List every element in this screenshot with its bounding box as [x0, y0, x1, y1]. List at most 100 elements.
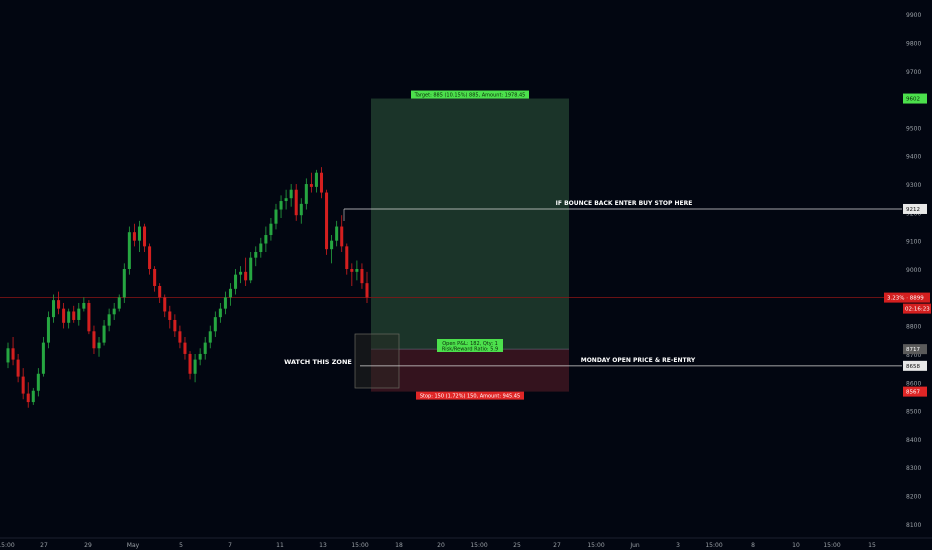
position-rr: Risk/Reward Ratio: 5.9 — [442, 347, 498, 353]
candle-body — [284, 198, 288, 202]
y-tick-label: 9000 — [906, 267, 921, 274]
candle-body — [41, 342, 45, 374]
candle-body — [178, 331, 182, 343]
candle-body — [294, 189, 298, 216]
candle-body — [340, 226, 344, 247]
stop-label-bg — [416, 391, 524, 400]
candle-body — [239, 271, 243, 275]
candle-body — [183, 342, 187, 354]
stop-price-tag-bg — [903, 386, 927, 397]
y-tick-label: 8500 — [906, 409, 921, 416]
candle-body — [264, 235, 268, 244]
y-tick-label: 9300 — [906, 182, 921, 189]
candle-body — [102, 325, 106, 343]
x-tick-label: 5 — [179, 542, 183, 549]
buy-stop-price-tag: 9212 — [906, 207, 920, 213]
candle-body — [203, 342, 207, 354]
candle-body — [289, 189, 293, 199]
x-tick-label: 29 — [84, 542, 92, 549]
candle-body — [223, 297, 227, 309]
x-tick-label: Jun — [629, 542, 640, 549]
countdown-label: 02:16:23 — [905, 307, 930, 313]
candle-body — [198, 353, 202, 360]
y-tick-label: 9800 — [906, 40, 921, 47]
x-tick-label: 27 — [40, 542, 48, 549]
current-price-change: 3.23% · 8899 — [887, 296, 924, 302]
candle-body — [62, 308, 66, 323]
candle-body — [244, 271, 248, 281]
position-tool[interactable] — [0, 98, 902, 392]
candlestick-series — [6, 167, 369, 408]
x-tick-label: 7 — [228, 542, 232, 549]
candle-body — [31, 390, 35, 403]
candle-body — [107, 314, 111, 326]
time-axis[interactable]: 15:00 27 29 May 5 7 11 13 15:00 18 20 15:00 25 27 15:0… — [0, 537, 932, 549]
candle-body — [127, 232, 131, 269]
candle-body — [117, 297, 121, 309]
y-tick-label: 8700 — [906, 352, 921, 359]
x-tick-label: 8 — [751, 542, 755, 549]
candle-body — [72, 311, 76, 320]
candle-body — [345, 246, 349, 269]
candle-body — [51, 300, 56, 318]
x-tick-label: 15:00 — [470, 542, 487, 549]
drawing-lines[interactable] — [343, 208, 902, 367]
candle-body — [208, 331, 212, 343]
candle-body — [365, 283, 369, 298]
watch-zone-box[interactable] — [354, 333, 400, 389]
candle-body — [355, 269, 359, 272]
y-tick-label: 9400 — [906, 154, 921, 161]
y-tick-label: 8800 — [906, 324, 921, 331]
y-tick-label: 8200 — [906, 494, 921, 501]
entry-price-tag-bg — [903, 344, 927, 355]
candle-body — [92, 331, 96, 349]
candle-body — [309, 184, 313, 187]
watch-zone-label: WATCH THIS ZONE — [284, 358, 352, 366]
candle-body — [57, 300, 61, 309]
x-tick-label: 15 — [868, 542, 876, 549]
target-label-bg — [411, 90, 529, 99]
x-tick-label: 27 — [553, 542, 561, 549]
candle-body — [319, 172, 324, 193]
y-tick-label: 9100 — [906, 239, 921, 246]
candle-body — [330, 240, 334, 250]
price-axis[interactable]: 9900980097009600950094009300920091009000… — [902, 0, 932, 538]
target-price-tag-bg — [903, 93, 927, 104]
y-tick-label: 9700 — [906, 69, 921, 76]
monday-open-label: MONDAY OPEN PRICE & RE-ENTRY — [581, 357, 696, 364]
x-tick-label: 13 — [319, 542, 327, 549]
candle-body — [97, 342, 101, 349]
y-tick-label: 8600 — [906, 380, 921, 387]
candle-body — [87, 302, 91, 332]
monday-open-price-tag-bg — [903, 360, 927, 371]
candle-body — [193, 359, 197, 374]
candle-body — [228, 288, 232, 298]
target-zone[interactable] — [371, 98, 569, 350]
candle-body — [249, 257, 253, 281]
candle-body — [360, 269, 364, 284]
y-tick-label: 8100 — [906, 522, 921, 529]
candle-body — [234, 274, 238, 289]
candle-body — [82, 302, 86, 309]
target-price-tag: 9602 — [906, 97, 920, 103]
candle-body — [218, 308, 222, 318]
y-tick-label: 9900 — [906, 12, 921, 19]
candle-body — [11, 348, 15, 360]
x-tick-label: 15:00 — [705, 542, 722, 549]
position-info-bg — [437, 339, 503, 352]
candle-body — [132, 232, 136, 241]
y-tick-label: 9500 — [906, 125, 921, 132]
candle-body — [148, 246, 152, 269]
candle-body — [112, 308, 116, 315]
candle-body — [335, 226, 339, 241]
candle-body — [137, 226, 141, 241]
candle-body — [26, 393, 30, 403]
current-price-tag-bg — [884, 292, 930, 303]
stop-zone[interactable] — [371, 349, 569, 392]
x-tick-label: 15:00 — [823, 542, 840, 549]
x-tick-label: 10 — [792, 542, 800, 549]
candle-body — [304, 184, 308, 204]
candle-body — [325, 192, 329, 250]
drawing-labels: IF BOUNCE BACK ENTER BUY STOP HERE MONDAY… — [284, 90, 696, 400]
